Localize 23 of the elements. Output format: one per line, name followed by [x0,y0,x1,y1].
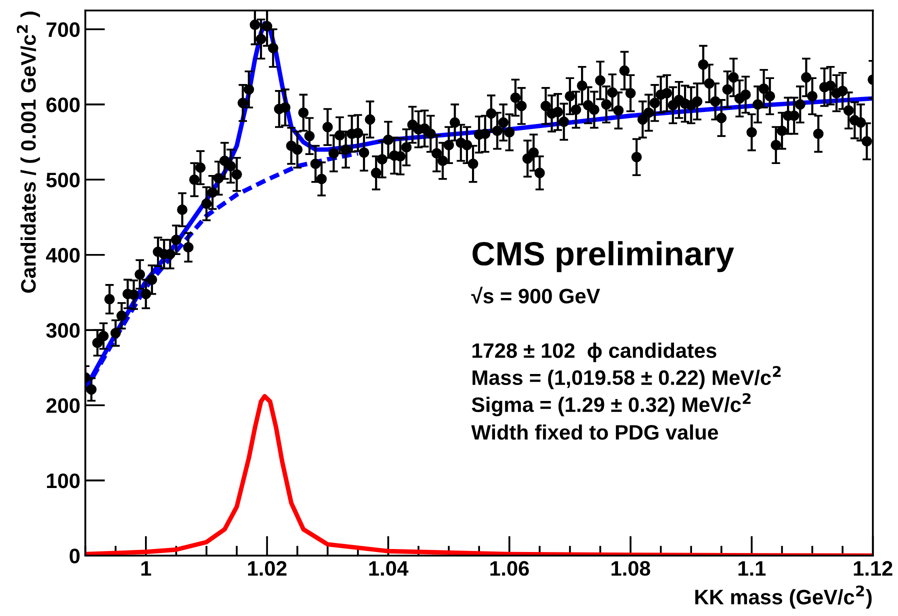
y-tick-label: 600 [46,97,80,112]
y-tick-label: 400 [46,248,80,263]
annotation: Width fixed to PDG value [471,424,718,440]
annotation: Mass = (1,019.58 ± 0.22) MeV/c$^{2}$ [472,366,781,390]
y-tick-label: 500 [46,172,80,188]
x-tick-label: 1.12 [854,561,892,576]
y-axis-title: Candidates / ( 0.001 GeV/c$^{2}$ ) [16,12,40,293]
annotation: Sigma = (1.29 ± 0.32) MeV/c$^{2}$ [472,393,751,416]
x-tick-label: 1 [141,561,152,576]
y-tick-label: 0 [70,548,80,564]
x-tick-label: 1.08 [612,561,650,576]
x-axis-title: KK mass (GeV/c$^{2}$) [695,585,872,609]
x-tick-label: 1.02 [248,561,286,576]
x-tick-label: 1.1 [738,561,766,576]
annotation: √s = 900 GeV [471,286,600,304]
y-tick-label: 200 [46,398,80,413]
x-tick-label: 1.04 [369,561,408,576]
annotation: CMS preliminary [472,241,734,272]
y-tick-label: 100 [47,473,80,488]
y-tick-label: 300 [46,323,80,338]
x-tick-label: 1.06 [490,561,529,576]
annotation: 1728 ± 102 ϕ candidates [472,342,716,362]
y-tick-label: 700 [46,22,80,38]
